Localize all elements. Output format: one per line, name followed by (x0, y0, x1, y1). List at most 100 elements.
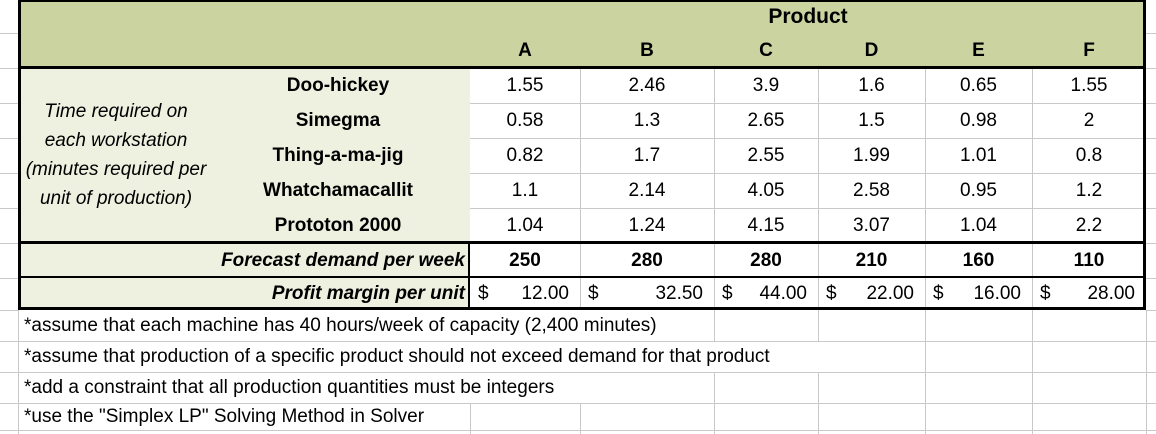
profit-value-cell[interactable]: $ 22.00 (818, 278, 925, 310)
time-cell[interactable]: 2.58 (853, 180, 890, 201)
label-line: each workstation (44, 130, 188, 151)
gridline-v (580, 403, 581, 434)
workstation-name-cell[interactable]: Simegma (295, 110, 381, 131)
gridline-h (1146, 68, 1156, 69)
gridline-h (1146, 33, 1156, 34)
time-cell[interactable]: 0.95 (960, 180, 997, 201)
workstation-name-cell[interactable]: Doo-hickey (286, 75, 390, 96)
profit-value-cell[interactable]: $ 32.50 (580, 278, 714, 310)
workstation-label-fill (18, 68, 470, 310)
column-header-e[interactable]: E (972, 40, 985, 61)
gridline-h (0, 430, 1156, 431)
column-header-c[interactable]: C (759, 40, 773, 61)
time-cell[interactable]: 1.5 (858, 110, 885, 131)
forecast-value-cell[interactable]: 110 (1073, 250, 1105, 271)
time-cell[interactable]: 2 (1083, 110, 1095, 131)
note-cell[interactable]: *add a constraint that all production qu… (24, 377, 555, 398)
currency-symbol: $ (722, 283, 733, 304)
border-label-data (468, 241, 470, 307)
profit-value-cell[interactable]: $ 16.00 (925, 278, 1032, 310)
time-cell[interactable]: 1.55 (506, 75, 544, 96)
time-cell[interactable]: 1.6 (858, 75, 885, 96)
border-above-profit (18, 276, 1146, 278)
time-cell[interactable]: 3.9 (752, 75, 780, 96)
gridline-h (1146, 173, 1156, 174)
time-cell[interactable]: 2.55 (747, 145, 785, 166)
column-header-d[interactable]: D (864, 40, 879, 61)
forecast-value-cell[interactable]: 160 (962, 250, 995, 271)
time-cell[interactable]: 2.14 (628, 180, 666, 201)
time-cell[interactable]: 1.2 (1075, 180, 1103, 201)
time-cell[interactable]: 1.3 (633, 110, 661, 131)
forecast-value-cell[interactable]: 250 (509, 250, 541, 271)
time-cell[interactable]: 4.05 (747, 180, 785, 201)
profit-value: 16.00 (973, 283, 1021, 304)
gridline-h (0, 208, 18, 209)
note-cell[interactable]: *assume that production of a specific pr… (24, 346, 770, 367)
gridline-v (1146, 310, 1147, 434)
profit-value-cell[interactable]: $ 44.00 (714, 278, 818, 310)
currency-symbol: $ (933, 283, 944, 304)
time-cell[interactable]: 1.7 (633, 145, 661, 166)
workstation-name-cell[interactable]: Whatchamacallit (263, 180, 413, 201)
gridline-h (470, 103, 1146, 104)
time-cell[interactable]: 1.04 (506, 215, 544, 236)
profit-value: 22.00 (866, 283, 914, 304)
gridline-h (0, 403, 1156, 404)
gridline-v (580, 68, 581, 310)
column-header-f[interactable]: F (1083, 40, 1095, 61)
workstation-name-cell[interactable]: Thing-a-ma-jig (272, 145, 404, 166)
gridline-v (925, 68, 926, 310)
forecast-label-cell[interactable]: Forecast demand per week (221, 250, 465, 271)
gridline-h (1146, 310, 1156, 311)
profit-label-cell[interactable]: Profit margin per unit (271, 283, 465, 304)
gridline-v (818, 68, 819, 310)
time-cell[interactable]: 2.2 (1075, 215, 1103, 236)
gridline-h (1146, 103, 1156, 104)
gridline-h (1146, 208, 1156, 209)
product-header-fill (18, 0, 1146, 68)
forecast-value-cell[interactable]: 280 (631, 250, 663, 271)
gridline-v (818, 372, 819, 434)
gridline-v (714, 310, 715, 341)
time-cell[interactable]: 0.8 (1075, 145, 1103, 166)
profit-value: 44.00 (759, 283, 807, 304)
time-cell[interactable]: 1.01 (960, 145, 997, 166)
gridline-h (0, 33, 18, 34)
time-cell[interactable]: 1.99 (853, 145, 890, 166)
gridline-h (1146, 138, 1156, 139)
profit-value-cell[interactable]: $ 28.00 (1032, 278, 1146, 310)
label-line: Time required on (44, 101, 188, 122)
time-cell[interactable]: 1.1 (511, 180, 539, 201)
currency-symbol: $ (1040, 283, 1051, 304)
profit-value-cell[interactable]: $ 12.00 (470, 278, 580, 310)
time-cell[interactable]: 1.04 (960, 215, 997, 236)
time-cell[interactable]: 2.65 (747, 110, 785, 131)
time-cell[interactable]: 1.24 (628, 215, 666, 236)
currency-symbol: $ (826, 283, 837, 304)
forecast-value-cell[interactable]: 280 (750, 250, 782, 271)
time-cell[interactable]: 0.65 (960, 75, 997, 96)
time-cell[interactable]: 1.55 (1070, 75, 1108, 96)
note-cell[interactable]: *assume that each machine has 40 hours/w… (24, 315, 657, 336)
profit-value: 28.00 (1087, 283, 1135, 304)
time-cell[interactable]: 2.46 (628, 75, 666, 96)
time-cell[interactable]: 4.15 (747, 215, 785, 236)
forecast-value-cell[interactable]: 210 (855, 250, 888, 271)
time-cell[interactable]: 0.58 (506, 110, 544, 131)
time-cell[interactable]: 0.82 (506, 145, 544, 166)
gridline-v (925, 310, 926, 434)
column-header-b[interactable]: B (640, 40, 654, 61)
gridline-h (1146, 243, 1156, 244)
profit-value: 12.00 (521, 283, 569, 304)
time-cell[interactable]: 3.07 (853, 215, 890, 236)
note-cell[interactable]: *use the "Simplex LP" Solving Method in … (24, 406, 425, 427)
workstation-name-cell[interactable]: Prototon 2000 (274, 215, 402, 236)
product-header-cell[interactable]: Product (768, 5, 848, 28)
time-cell[interactable]: 0.98 (960, 110, 997, 131)
workstation-group-label-cell[interactable]: Time required on each workstation (minut… (18, 97, 214, 213)
column-header-a[interactable]: A (518, 40, 532, 61)
gridline-v (714, 372, 715, 434)
gridline-v (18, 310, 19, 434)
